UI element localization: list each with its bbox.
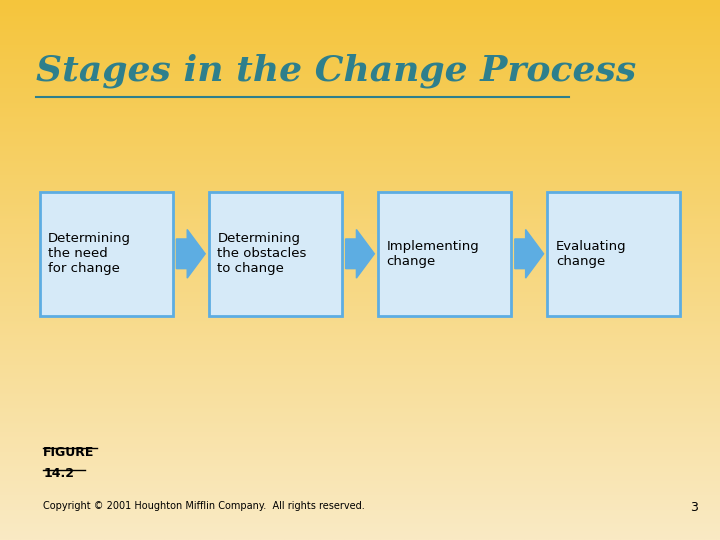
Text: Stages in the Change Process: Stages in the Change Process: [36, 54, 636, 89]
FancyBboxPatch shape: [209, 192, 342, 316]
Text: FIGURE: FIGURE: [43, 446, 94, 458]
Text: Determining
the need
for change: Determining the need for change: [48, 232, 131, 275]
FancyBboxPatch shape: [378, 192, 511, 316]
FancyBboxPatch shape: [40, 192, 173, 316]
Text: Copyright © 2001 Houghton Mifflin Company.  All rights reserved.: Copyright © 2001 Houghton Mifflin Compan…: [43, 501, 365, 511]
FancyBboxPatch shape: [547, 192, 680, 316]
FancyArrow shape: [346, 230, 374, 278]
Text: Determining
the obstacles
to change: Determining the obstacles to change: [217, 232, 307, 275]
FancyArrow shape: [176, 230, 205, 278]
Text: Implementing
change: Implementing change: [387, 240, 480, 268]
Text: Evaluating
change: Evaluating change: [556, 240, 626, 268]
FancyArrow shape: [515, 230, 544, 278]
Text: 3: 3: [690, 501, 698, 514]
Text: 14.2: 14.2: [43, 467, 74, 480]
